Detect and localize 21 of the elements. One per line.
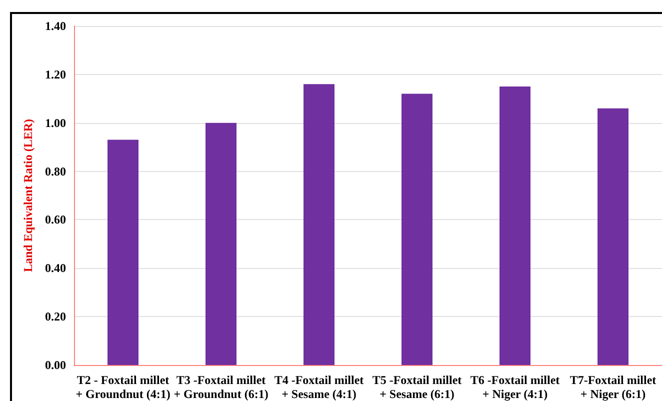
- x-tick-label: T6 -Foxtail millet + Niger (4:1): [470, 373, 560, 401]
- x-tick-label: T2 - Foxtail millet + Groundnut (4:1): [76, 373, 170, 401]
- y-tick-label: 0.60: [45, 212, 66, 227]
- y-tick-label: 0.20: [45, 310, 66, 324]
- bar: [402, 94, 432, 365]
- x-tick-label: T7-Foxtail millet + Niger (6:1): [570, 373, 656, 401]
- y-tick-label: 0.40: [45, 261, 66, 276]
- y-tick-label: 1.20: [45, 67, 66, 82]
- y-tick-label: 1.40: [45, 19, 66, 33]
- y-tick-label: 1.00: [45, 116, 66, 130]
- y-tick-label: 0.00: [45, 358, 66, 372]
- x-tick-label: T4 -Foxtail millet + Sesame (4:1): [274, 373, 364, 401]
- y-axis-title: Land Equivalent Ratio (LER): [21, 118, 35, 272]
- bar: [304, 84, 334, 365]
- y-tick-label: 0.80: [45, 164, 66, 178]
- bar: [598, 108, 628, 365]
- bar: [500, 86, 530, 365]
- x-tick-label: T3 -Foxtail millet + Groundnut (6:1): [174, 373, 268, 401]
- bar: [206, 122, 236, 365]
- bar: [108, 140, 138, 365]
- x-tick-label: T5 -Foxtail millet + Sesame (6:1): [372, 373, 462, 401]
